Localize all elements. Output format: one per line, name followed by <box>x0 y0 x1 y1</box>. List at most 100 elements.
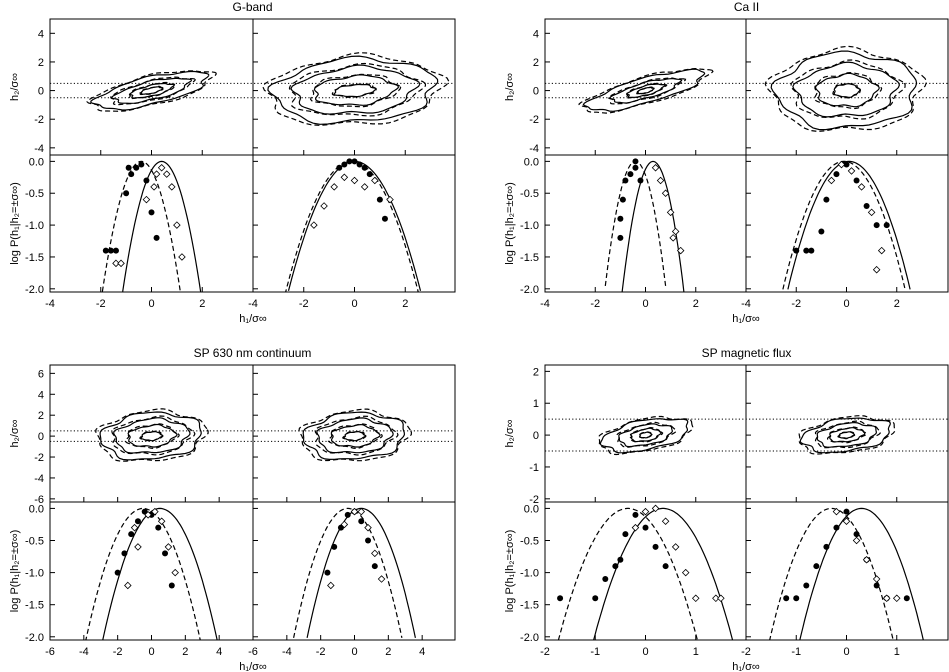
data-point-filled <box>617 556 624 563</box>
data-point-filled <box>344 511 351 518</box>
chart-title: SP 630 nm continuum <box>194 346 312 360</box>
data-point-filled <box>358 518 365 525</box>
data-point-filled <box>903 595 910 602</box>
data-point-filled <box>148 209 155 216</box>
contour-solid <box>302 411 406 461</box>
contour-dashed <box>139 430 164 442</box>
y-tick-label: -2 <box>34 452 44 464</box>
contour-dashed <box>110 76 196 106</box>
data-point-filled <box>365 537 372 544</box>
contour-dashed <box>342 430 367 442</box>
data-point-diamond <box>676 246 685 255</box>
data-point-diamond <box>364 523 372 532</box>
y-tick-label: -1.0 <box>25 568 44 580</box>
y-tick-label: 0.0 <box>524 156 539 168</box>
y-tick-label: -4 <box>34 473 44 485</box>
data-point-diamond <box>837 160 846 169</box>
contour-dashed <box>111 415 196 456</box>
y-tick-label: -1.5 <box>25 252 44 264</box>
data-point-filled <box>818 228 825 235</box>
data-point-diamond <box>882 594 891 603</box>
x-tick-label: 0 <box>843 646 849 658</box>
data-point-filled <box>356 161 363 168</box>
x-axis-label: h₁/σ∞ <box>732 313 760 325</box>
probability-curve-solid <box>122 160 202 292</box>
contour-dashed <box>124 423 180 450</box>
data-point-filled <box>331 543 338 550</box>
x-tick-label: 2 <box>402 298 408 310</box>
data-point-diamond <box>852 536 861 545</box>
data-point-diamond <box>152 170 161 178</box>
panel-1 <box>293 408 416 639</box>
probability-curve-solid <box>593 507 734 640</box>
contour-solid <box>599 418 689 454</box>
data-point-filled <box>168 582 175 589</box>
probability-curve-dashed <box>85 507 201 640</box>
y-tick-label: -0.5 <box>520 536 539 548</box>
data-point-filled <box>853 177 860 184</box>
data-point-diamond <box>151 507 159 516</box>
y-tick-label: 4 <box>533 28 539 40</box>
probability-curve-dashed <box>782 160 906 290</box>
data-point-diamond <box>117 259 125 268</box>
y-tick-label: -0.5 <box>25 188 44 200</box>
data-point-diamond <box>320 202 328 210</box>
contour-dashed <box>95 408 209 462</box>
data-point-filled <box>632 158 639 165</box>
contour-dashed <box>837 431 856 440</box>
x-tick-label: 0 <box>148 646 154 658</box>
data-point-filled <box>823 196 830 203</box>
x-tick-label: -4 <box>282 646 292 658</box>
contour-dashed <box>139 85 164 96</box>
data-point-filled <box>376 196 383 203</box>
data-point-diamond <box>144 511 152 519</box>
contour-solid <box>814 72 880 108</box>
data-point-filled <box>381 215 388 222</box>
contour-dashed <box>832 82 861 99</box>
data-point-filled <box>662 563 669 570</box>
data-point-filled <box>155 524 162 531</box>
y-tick-label: -0.5 <box>520 188 539 200</box>
data-point-filled <box>627 171 634 178</box>
y-tick-label: -2.0 <box>25 284 44 296</box>
contour-solid <box>333 83 377 98</box>
data-point-filled <box>883 222 890 229</box>
x-tick-label: -2 <box>791 298 801 310</box>
data-point-filled <box>102 247 109 254</box>
data-point-diamond <box>310 221 318 229</box>
data-point-filled <box>121 550 128 557</box>
y-axis-label: log P(h₁|h₂=±σ∞) <box>9 530 21 613</box>
data-point-filled <box>833 524 840 531</box>
data-point-filled <box>128 531 135 538</box>
x-tick-label: -2 <box>113 646 123 658</box>
data-point-filled <box>128 171 135 178</box>
y-axis-label: log P(h₁|h₂=±σ∞) <box>504 182 516 265</box>
data-point-diamond <box>330 183 338 191</box>
data-point-filled <box>361 164 368 171</box>
x-tick-label: -4 <box>79 646 89 658</box>
data-point-filled <box>803 582 810 589</box>
contour-solid <box>582 68 706 112</box>
data-point-filled <box>622 177 629 184</box>
contour-solid <box>792 61 901 118</box>
data-point-diamond <box>651 504 660 513</box>
data-point-filled <box>557 595 564 602</box>
data-point-diamond <box>157 163 166 172</box>
y-tick-label: -1.0 <box>25 220 44 232</box>
y-tick-label: -0.5 <box>25 536 44 548</box>
y-tick-label: 0 <box>533 430 539 442</box>
y-tick-label: 2 <box>38 410 44 422</box>
data-point-diamond <box>350 507 359 516</box>
y-tick-label: 4 <box>38 28 44 40</box>
data-point-filled <box>617 234 624 241</box>
chart-group-3: SP magnetic flux -2 -1 0 1 2 0.0 -0.5 -1.0 -1.5 -2… <box>504 346 949 672</box>
data-point-filled <box>637 177 644 184</box>
y-axis-label: log P(h₁|h₂=±σ∞) <box>9 182 21 265</box>
data-point-diamond <box>340 173 349 182</box>
data-point-diamond <box>669 234 677 242</box>
data-point-filled <box>366 171 373 178</box>
y-axis-label: h₂/σ∞ <box>504 419 516 447</box>
data-point-filled <box>341 161 348 168</box>
y-tick-label: 2 <box>533 57 539 69</box>
